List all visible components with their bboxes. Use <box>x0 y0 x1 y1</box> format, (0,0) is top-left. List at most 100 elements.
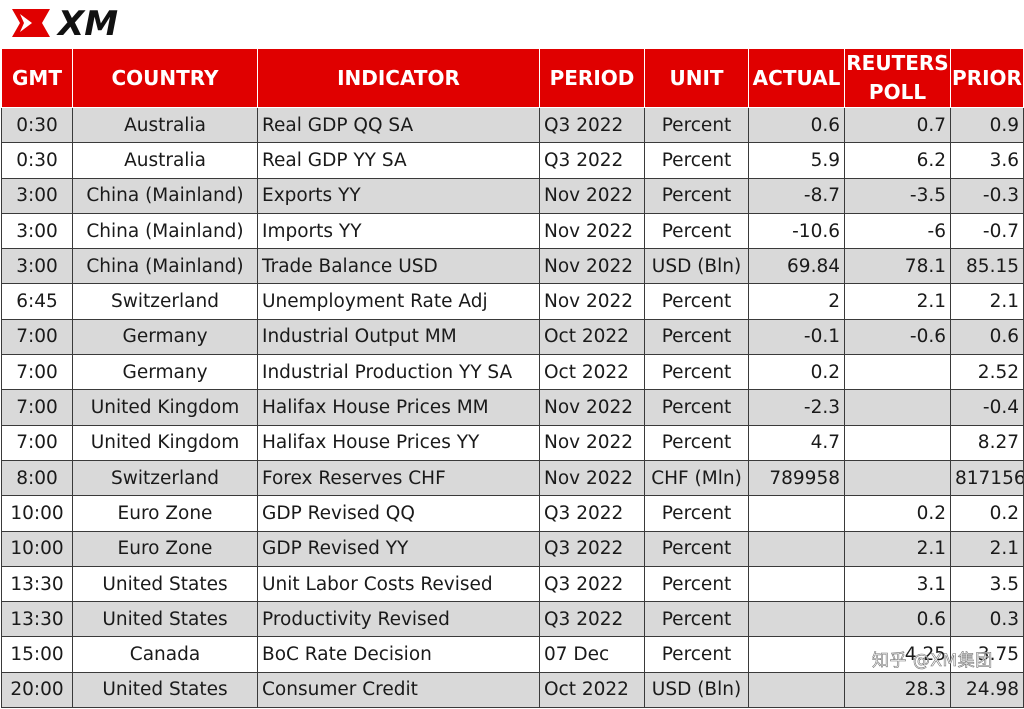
cell-prior: 3.75 <box>950 636 1024 673</box>
cell-actual: 5.9 <box>748 142 845 179</box>
cell-country: United States <box>72 671 258 709</box>
cell-gmt: 0:30 <box>1 106 73 144</box>
cell-unit: Percent <box>644 495 749 532</box>
cell-gmt: 8:00 <box>1 459 73 497</box>
cell-indicator: Unit Labor Costs Revised <box>257 565 540 603</box>
cell-period: Nov 2022 <box>539 459 645 497</box>
cell-indicator: GDP Revised QQ <box>257 495 540 532</box>
cell-actual: 69.84 <box>748 248 845 285</box>
table-row: 3:00 China (Mainland) Exports YY Nov 2022 Pe… <box>1 177 1024 214</box>
cell-reuters-poll: -3.5 <box>844 177 951 214</box>
cell-reuters-poll: 4.25 <box>844 636 951 673</box>
cell-unit: Percent <box>644 142 749 179</box>
cell-period: Q3 2022 <box>539 601 645 638</box>
cell-country: China (Mainland) <box>72 248 258 285</box>
cell-prior: 2.52 <box>950 354 1024 391</box>
header-reuters-poll: REUTERS POLL <box>844 48 951 108</box>
cell-indicator: Halifax House Prices MM <box>257 389 540 426</box>
cell-country: Switzerland <box>72 459 258 497</box>
header-actual: ACTUAL <box>748 48 845 108</box>
cell-indicator: Real GDP YY SA <box>257 142 540 179</box>
table-row: 3:00 China (Mainland) Trade Balance USD Nov… <box>1 248 1024 285</box>
cell-actual: 4.7 <box>748 424 845 461</box>
cell-indicator: Unemployment Rate Adj <box>257 283 540 320</box>
cell-indicator: Halifax House Prices YY <box>257 424 540 461</box>
table-row: 13:30 United States Unit Labor Costs Revis… <box>1 565 1024 603</box>
cell-prior: -0.4 <box>950 389 1024 426</box>
cell-reuters-poll: 0.6 <box>844 601 951 638</box>
economic-calendar-table: GMT COUNTRY INDICATOR PERIOD UNIT ACTUAL… <box>1 48 1024 709</box>
cell-unit: USD (Bln) <box>644 248 749 285</box>
cell-indicator: BoC Rate Decision <box>257 636 540 673</box>
xm-logo: XM <box>12 4 118 43</box>
cell-country: United Kingdom <box>72 389 258 426</box>
cell-period: Q3 2022 <box>539 530 645 567</box>
table-body: 0:30 Australia Real GDP QQ SA Q3 2022 Percen… <box>1 106 1024 709</box>
cell-gmt: 10:00 <box>1 495 73 532</box>
cell-prior: 0.3 <box>950 601 1024 638</box>
cell-reuters-poll <box>844 354 951 391</box>
table-row: 7:00 Germany Industrial Production YY SA Oc… <box>1 354 1024 391</box>
cell-unit: Percent <box>644 601 749 638</box>
cell-actual <box>748 565 845 603</box>
cell-actual <box>748 495 845 532</box>
table-row: 7:00 United Kingdom Halifax House Prices M… <box>1 389 1024 426</box>
cell-indicator: Forex Reserves CHF <box>257 459 540 497</box>
cell-period: Nov 2022 <box>539 283 645 320</box>
cell-indicator: Industrial Output MM <box>257 318 540 356</box>
cell-prior: 2.1 <box>950 530 1024 567</box>
table-row: 13:30 United States Productivity Revised Q3… <box>1 601 1024 638</box>
cell-unit: CHF (Mln) <box>644 459 749 497</box>
header-gmt: GMT <box>1 48 73 108</box>
cell-indicator: Real GDP QQ SA <box>257 106 540 144</box>
table-row: 3:00 China (Mainland) Imports YY Nov 2022 Pe… <box>1 212 1024 250</box>
cell-unit: Percent <box>644 424 749 461</box>
cell-prior: 0.2 <box>950 495 1024 532</box>
cell-reuters-poll <box>844 424 951 461</box>
cell-gmt: 13:30 <box>1 565 73 603</box>
cell-country: United States <box>72 565 258 603</box>
cell-actual <box>748 636 845 673</box>
header-prior: PRIOR <box>950 48 1024 108</box>
cell-gmt: 13:30 <box>1 601 73 638</box>
cell-actual: 789958 <box>748 459 845 497</box>
cell-unit: Percent <box>644 354 749 391</box>
cell-actual <box>748 530 845 567</box>
cell-unit: Percent <box>644 530 749 567</box>
cell-unit: Percent <box>644 565 749 603</box>
table-row: 6:45 Switzerland Unemployment Rate Adj Nov … <box>1 283 1024 320</box>
cell-reuters-poll: 0.2 <box>844 495 951 532</box>
cell-indicator: Industrial Production YY SA <box>257 354 540 391</box>
cell-gmt: 3:00 <box>1 248 73 285</box>
cell-period: Nov 2022 <box>539 212 645 250</box>
cell-period: 07 Dec <box>539 636 645 673</box>
cell-period: Nov 2022 <box>539 424 645 461</box>
cell-actual: 0.2 <box>748 354 845 391</box>
cell-actual <box>748 671 845 709</box>
table-row: 7:00 United Kingdom Halifax House Prices Y… <box>1 424 1024 461</box>
cell-actual <box>748 601 845 638</box>
cell-prior: 3.5 <box>950 565 1024 603</box>
cell-unit: Percent <box>644 177 749 214</box>
cell-period: Nov 2022 <box>539 177 645 214</box>
table-row: 15:00 Canada BoC Rate Decision 07 Dec Percen… <box>1 636 1024 673</box>
cell-unit: Percent <box>644 389 749 426</box>
cell-prior: 24.98 <box>950 671 1024 709</box>
cell-indicator: Imports YY <box>257 212 540 250</box>
cell-country: Germany <box>72 354 258 391</box>
cell-gmt: 7:00 <box>1 389 73 426</box>
cell-actual: -0.1 <box>748 318 845 356</box>
header-country: COUNTRY <box>72 48 258 108</box>
cell-actual: -2.3 <box>748 389 845 426</box>
cell-reuters-poll: 2.1 <box>844 530 951 567</box>
table-row: 0:30 Australia Real GDP QQ SA Q3 2022 Percen… <box>1 106 1024 144</box>
cell-period: Oct 2022 <box>539 354 645 391</box>
table-row: 10:00 Euro Zone GDP Revised YY Q3 2022 Perce… <box>1 530 1024 567</box>
cell-period: Q3 2022 <box>539 106 645 144</box>
cell-reuters-poll <box>844 389 951 426</box>
cell-prior: -0.3 <box>950 177 1024 214</box>
cell-reuters-poll: 2.1 <box>844 283 951 320</box>
svg-text:XM: XM <box>56 4 118 43</box>
cell-country: Germany <box>72 318 258 356</box>
header-period: PERIOD <box>539 48 645 108</box>
